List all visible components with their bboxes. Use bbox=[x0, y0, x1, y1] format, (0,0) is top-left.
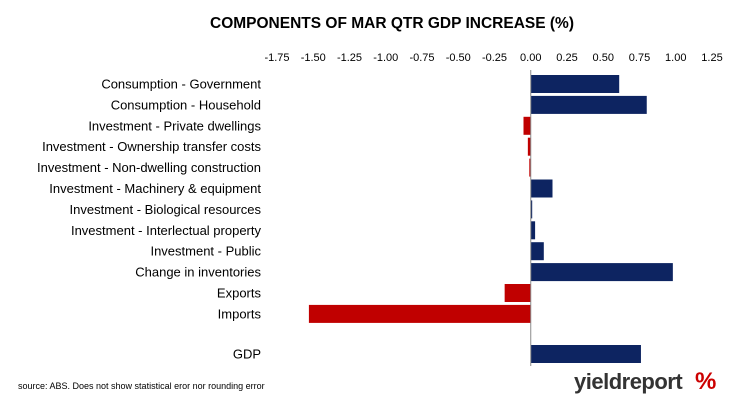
x-tick-label: 1.00 bbox=[665, 52, 686, 64]
x-tick-label: -0.25 bbox=[482, 52, 507, 64]
category-label-exports: Exports bbox=[217, 286, 262, 301]
bar-investment-machinery-equipment bbox=[530, 179, 553, 198]
category-label-consumption-government: Consumption - Government bbox=[101, 77, 261, 92]
bars bbox=[308, 75, 673, 363]
brand-percent-symbol: % bbox=[695, 368, 716, 395]
bar-investment-ownership-transfer-costs bbox=[527, 137, 531, 156]
brand-word: yieldreport bbox=[574, 369, 683, 394]
bar-exports bbox=[504, 284, 531, 302]
x-tick-label: 1.25 bbox=[701, 52, 722, 64]
x-axis-ticks: -1.75 -1.50 -1.25 -1.00 -0.75 -0.50 -0.25 0.00 0… bbox=[264, 52, 722, 64]
category-label-investment-private-dwellings: Investment - Private dwellings bbox=[88, 118, 261, 133]
x-tick-label: 0.50 bbox=[593, 52, 614, 64]
bar-consumption-household bbox=[530, 95, 647, 114]
x-tick-label: 0.75 bbox=[629, 52, 650, 64]
category-label-imports: Imports bbox=[218, 306, 262, 321]
bar-imports bbox=[308, 304, 531, 323]
x-tick-label: -1.00 bbox=[373, 52, 398, 64]
category-label-consumption-household: Consumption - Household bbox=[111, 97, 261, 112]
category-label-change-in-inventories: Change in inventories bbox=[135, 265, 261, 280]
x-tick-label: -0.50 bbox=[446, 52, 471, 64]
bar-investment-non-dwelling-construction bbox=[529, 158, 531, 177]
category-labels: Consumption - Government Consumption - Ho… bbox=[37, 77, 261, 362]
bar-investment-private-dwellings bbox=[523, 116, 531, 135]
category-label-investment-interlectual-property: Investment - Interlectual property bbox=[71, 223, 262, 238]
source-note: source: ABS. Does not show statistical e… bbox=[18, 381, 265, 391]
x-tick-label: -1.75 bbox=[264, 52, 289, 64]
yieldreport-logo: yieldreport % bbox=[574, 368, 716, 395]
bar-gdp bbox=[530, 345, 641, 363]
x-tick-label: -1.50 bbox=[301, 52, 326, 64]
chart-title: COMPONENTS OF MAR QTR GDP INCREASE (%) bbox=[210, 15, 574, 32]
category-label-investment-machinery-equipment: Investment - Machinery & equipment bbox=[49, 181, 261, 196]
category-label-investment-non-dwelling-construction: Investment - Non-dwelling construction bbox=[37, 160, 261, 175]
category-label-gdp: GDP bbox=[233, 347, 261, 362]
bar-investment-biological-resources bbox=[530, 200, 533, 219]
bar-change-in-inventories bbox=[530, 263, 673, 282]
x-tick-label: 0.25 bbox=[556, 52, 577, 64]
x-tick-label: -1.25 bbox=[337, 52, 362, 64]
x-tick-label: 0.00 bbox=[520, 52, 541, 64]
category-label-investment-public: Investment - Public bbox=[150, 244, 261, 259]
category-label-investment-ownership-transfer-costs: Investment - Ownership transfer costs bbox=[42, 139, 261, 154]
bar-consumption-government bbox=[530, 75, 620, 93]
bar-investment-interlectual-property bbox=[530, 221, 536, 240]
x-tick-label: -0.75 bbox=[409, 52, 434, 64]
bar-investment-public bbox=[530, 242, 544, 261]
category-label-investment-biological-resources: Investment - Biological resources bbox=[70, 202, 262, 217]
